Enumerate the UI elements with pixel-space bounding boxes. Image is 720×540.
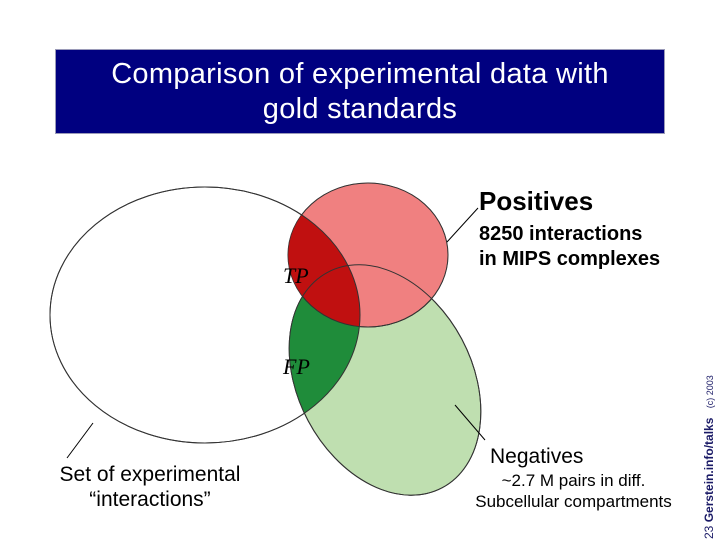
negatives-description: ~2.7 M pairs in diff. Subcellular compar… [475, 471, 672, 511]
title-banner: Comparison of experimental data with gol… [55, 49, 665, 134]
slide-title: Comparison of experimental data with gol… [111, 57, 609, 125]
experimental-set-outline [49, 186, 361, 444]
credit-footer: 23 Gerstein.info/talks (c) 2003 [702, 375, 716, 539]
credit-site: Gerstein.info/talks [702, 417, 716, 523]
credit-copyright: (c) 2003 [705, 375, 715, 409]
tp-label: TP [283, 263, 309, 288]
positives-heading: Positives [479, 186, 594, 216]
positives-outline [287, 182, 449, 328]
experimental-leader-line [66, 422, 94, 459]
negatives-outline [288, 264, 482, 496]
positives-description: 8250 interactions in MIPS complexes [479, 223, 661, 270]
negatives-heading: Negatives [490, 445, 584, 468]
experimental-set-label: Set of experimental “interactions” [59, 463, 241, 511]
positives-leader-line [446, 207, 479, 243]
fp-label: FP [283, 354, 310, 379]
page-number: 23 [702, 525, 716, 539]
negatives-leader-line [454, 404, 486, 441]
